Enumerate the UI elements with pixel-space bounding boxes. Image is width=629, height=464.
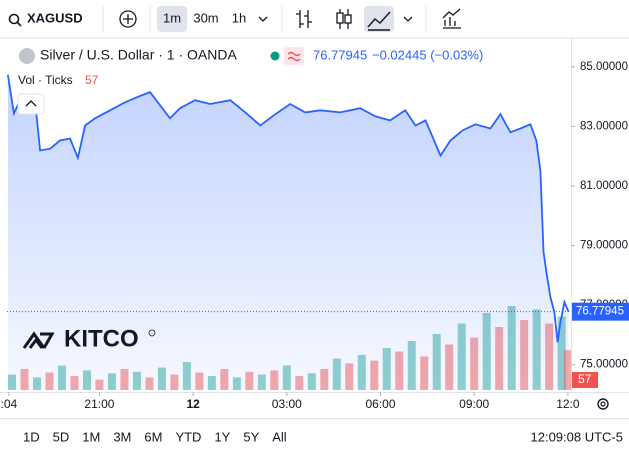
settings-gear-hub <box>600 401 606 407</box>
legend-change: −0.02445 (−0.03%) <box>372 47 483 62</box>
symbol-logo <box>19 48 35 64</box>
chart-type-dropdown[interactable] <box>403 16 413 22</box>
candle-body <box>344 14 352 24</box>
interval-dropdown[interactable] <box>258 16 268 22</box>
trademark <box>148 329 156 337</box>
y-tick-label: 83.00000 <box>580 120 628 132</box>
data-problem-badge[interactable] <box>284 47 304 65</box>
interval-active-bg <box>157 6 187 32</box>
add-symbol-plus <box>123 14 133 24</box>
range-bar: 1D 5D 1M 3M 6M YTD 1Y 5Y All <box>23 429 287 444</box>
clock: 12:09:08 UTC-5 <box>531 429 624 444</box>
range-button[interactable]: 1Y <box>214 429 230 444</box>
range-button[interactable]: 6M <box>144 429 162 444</box>
interval[interactable]: 1h <box>232 10 246 25</box>
y-tick-label: 81.00000 <box>580 180 628 192</box>
y-tick-label: 85.00000 <box>580 61 628 73</box>
last-price-label-bg <box>572 302 629 321</box>
area-icon[interactable] <box>367 11 391 31</box>
kitco-logo-mark <box>22 331 55 349</box>
legend: Silver / U.S. Dollar · 1 · OANDA 76.7794… <box>17 47 483 115</box>
bars-icon[interactable] <box>296 10 312 28</box>
collapse-icon <box>25 100 37 107</box>
x-tick-label: 21:00 <box>84 397 114 411</box>
volume-title: Vol · Ticks <box>18 73 73 87</box>
y-tick-label: 75.00000 <box>580 359 628 371</box>
y-tick-label: 79.00000 <box>580 240 628 252</box>
chart-type-active-bg <box>364 6 394 32</box>
watermark: KITCO <box>22 325 156 352</box>
range-button[interactable]: 1D <box>23 429 40 444</box>
x-tick-label: :04 <box>1 397 18 411</box>
x-tick-label: 12:0 <box>556 397 580 411</box>
interval[interactable]: 30m <box>193 10 218 25</box>
indicators-icon[interactable] <box>442 8 461 29</box>
range-button[interactable]: 5D <box>53 429 70 444</box>
market-open-dot <box>270 51 280 61</box>
range-button[interactable]: YTD <box>175 429 201 444</box>
search-icon-handle <box>16 21 22 27</box>
x-tick-label: 12 <box>186 397 200 411</box>
volume-last: 57 <box>85 73 99 87</box>
kitco-logo-text: KITCO <box>64 325 139 352</box>
interval[interactable]: 1m <box>163 10 181 25</box>
volume-axis-label: 57 <box>578 372 592 386</box>
candle-body <box>336 12 344 24</box>
symbol[interactable]: XAGUSD <box>27 10 83 25</box>
price-line <box>7 74 570 343</box>
range-button[interactable]: 5Y <box>243 429 259 444</box>
range-button[interactable]: All <box>272 429 287 444</box>
add-symbol[interactable] <box>119 10 137 28</box>
x-tick-label: 06:00 <box>365 397 395 411</box>
legend-price: 76.77945 <box>313 47 367 62</box>
volume-label-bg <box>572 372 598 388</box>
settings-gear[interactable] <box>597 398 609 410</box>
plot-area <box>7 74 572 391</box>
badge-icon <box>287 51 301 62</box>
x-tick-label: 09:00 <box>459 397 489 411</box>
last-price-label: 76.77945 <box>576 306 624 318</box>
series-title: Silver / U.S. Dollar · 1 · OANDA <box>40 47 237 63</box>
toolbar: XAGUSD 1m 30m 1h <box>0 6 629 39</box>
x-tick-label: 03:00 <box>272 397 302 411</box>
search-icon[interactable] <box>8 13 20 25</box>
collapse-button[interactable] <box>17 93 45 115</box>
range-button[interactable]: 3M <box>113 429 131 444</box>
range-button[interactable]: 1M <box>82 429 100 444</box>
